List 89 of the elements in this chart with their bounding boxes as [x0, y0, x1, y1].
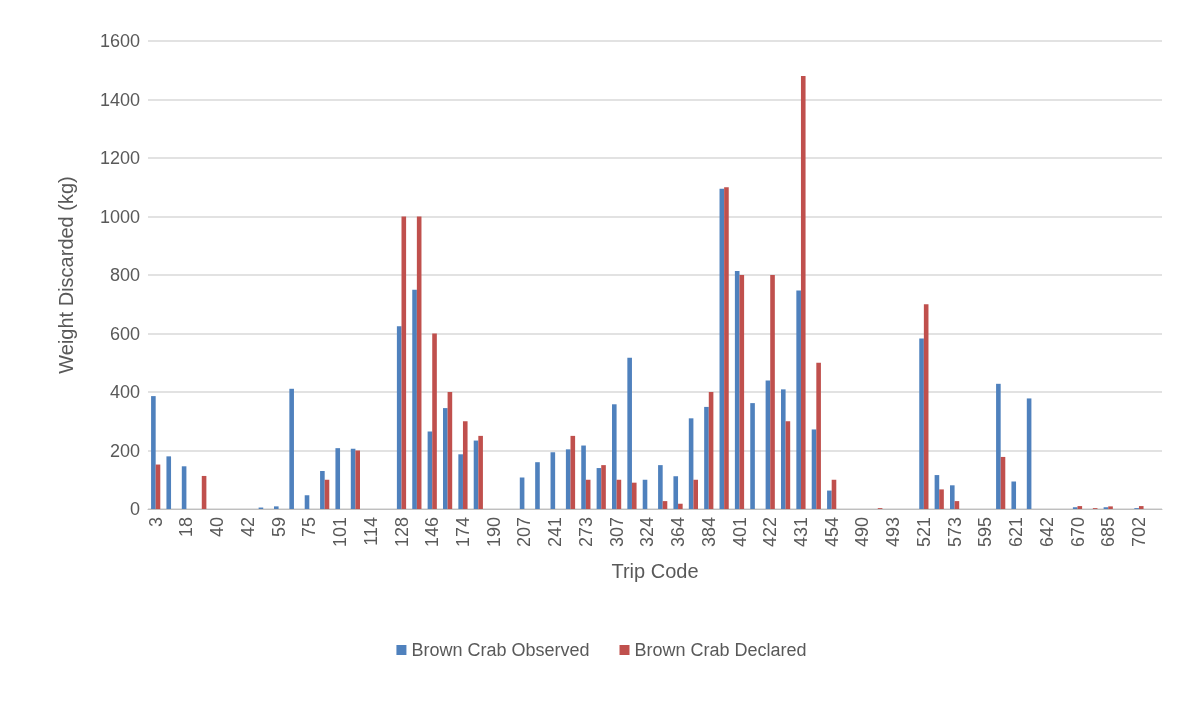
bar [796, 290, 801, 509]
bar [734, 270, 740, 509]
x-tick-label: 401 [729, 517, 750, 548]
bar [939, 489, 944, 509]
bar [678, 503, 683, 509]
bar [396, 326, 402, 509]
x-tick-label: 273 [575, 517, 596, 548]
bar [320, 470, 325, 509]
bar [704, 406, 709, 509]
x-tick-label: 174 [452, 517, 473, 548]
bar [673, 476, 679, 509]
y-tick-label: 400 [109, 382, 140, 402]
bar [750, 403, 755, 509]
x-tick-label: 431 [790, 517, 811, 548]
bar [611, 404, 617, 509]
x-tick-label: 146 [422, 517, 443, 548]
x-tick-label: 573 [944, 517, 965, 548]
x-tick-label: 114 [360, 517, 381, 546]
bar [816, 362, 821, 509]
bar [627, 357, 632, 509]
bar [919, 338, 924, 509]
x-tick-label: 685 [1098, 517, 1119, 548]
x-tick-label: 190 [483, 517, 504, 548]
bar [412, 289, 417, 509]
x-tick-label: 101 [330, 517, 351, 548]
bar [1011, 481, 1017, 509]
bar [151, 396, 156, 509]
x-tick-label: 207 [514, 517, 535, 548]
x-axis-title: Trip Code [611, 560, 699, 582]
x-tick-label: 3 [145, 517, 166, 528]
x-tick-label: 40 [207, 517, 228, 538]
x-tick-label: 422 [760, 517, 781, 548]
bar [1138, 506, 1144, 509]
x-tick-label: 75 [299, 517, 320, 538]
y-tick-label: 1200 [99, 148, 140, 168]
x-tick-label: 490 [852, 517, 873, 548]
bar [462, 421, 468, 509]
bar [658, 465, 663, 509]
bar [1077, 506, 1083, 509]
x-tick-label: 42 [237, 517, 258, 538]
x-tick-label: 59 [268, 517, 289, 538]
y-tick-label: 0 [129, 499, 140, 519]
bar [565, 449, 571, 509]
legend-label: Brown Crab Observed [411, 640, 590, 660]
x-tick-label: 454 [821, 517, 842, 548]
bar [581, 445, 586, 509]
bar [432, 333, 437, 509]
bar [601, 465, 606, 509]
bar [335, 448, 341, 509]
x-tick-label: 128 [391, 517, 412, 548]
y-tick-label: 1600 [99, 31, 140, 51]
x-tick-label: 241 [545, 517, 566, 548]
bar [631, 482, 637, 509]
bar [478, 435, 483, 509]
bar [724, 187, 729, 509]
bar [442, 408, 448, 509]
x-tick-label: 595 [975, 517, 996, 548]
x-tick-label: 670 [1067, 517, 1088, 548]
y-tick-label: 1000 [99, 206, 140, 227]
bar [800, 76, 806, 509]
x-tick-label: 307 [606, 517, 627, 548]
x-tick-label: 364 [668, 517, 689, 548]
x-tick-label: 493 [883, 517, 904, 548]
x-tick-label: 621 [1006, 517, 1027, 548]
bar [827, 490, 832, 509]
x-tick-label: 521 [913, 517, 934, 548]
bar [1108, 506, 1113, 509]
x-tick-label: 642 [1036, 517, 1057, 548]
bar [273, 506, 279, 509]
bar [996, 383, 1001, 509]
x-tick-label: 384 [698, 517, 719, 548]
bar [949, 485, 955, 509]
bar [458, 454, 463, 509]
x-tick-label: 18 [176, 517, 197, 538]
y-tick-label: 600 [109, 323, 140, 344]
bar [770, 275, 775, 509]
bar [693, 479, 699, 509]
y-axis-title: Weight Discarded (kg) [55, 176, 77, 374]
bar [289, 388, 294, 509]
y-tick-label: 200 [109, 440, 140, 461]
legend-label: Brown Crab Declared [634, 640, 807, 660]
y-tick-label: 1400 [99, 89, 140, 110]
x-tick-label: 324 [637, 517, 658, 548]
bar [166, 456, 172, 509]
bar [780, 389, 786, 509]
y-tick-label: 800 [109, 265, 140, 285]
bar [355, 450, 361, 509]
x-tick-label: 702 [1128, 517, 1149, 548]
bar [535, 462, 540, 509]
